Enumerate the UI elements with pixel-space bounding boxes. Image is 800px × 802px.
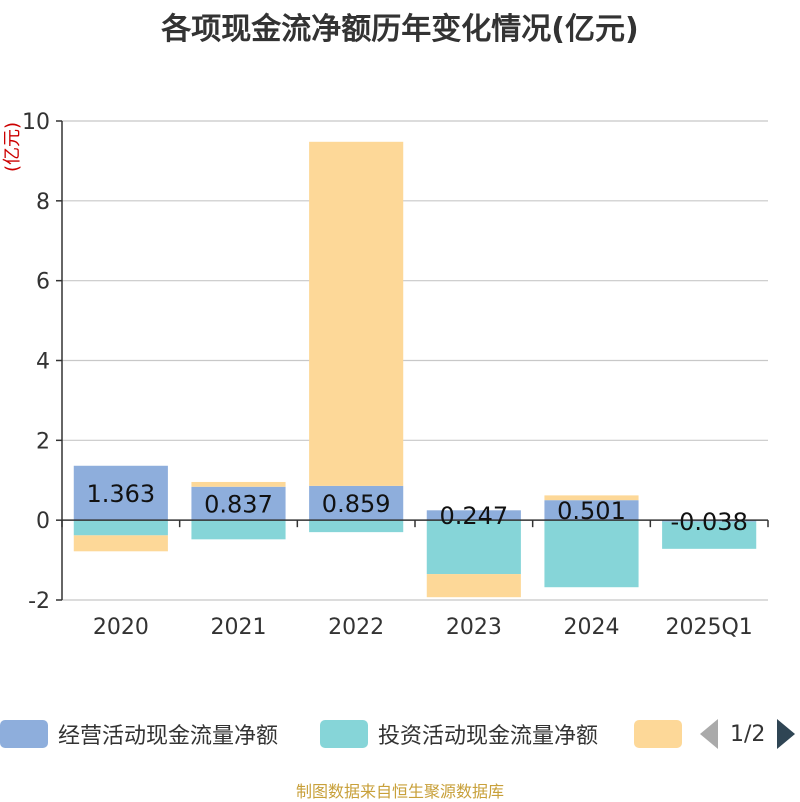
y-tick-label: 4 bbox=[36, 350, 50, 375]
data-label-2021: 0.837 bbox=[204, 490, 273, 518]
grid-layer bbox=[62, 120, 768, 601]
legend-page-indicator: 1/2 bbox=[730, 721, 766, 747]
bar-series0-2024 bbox=[544, 500, 639, 521]
y-tick-label: 8 bbox=[36, 190, 50, 215]
legend-pager: 1/2 bbox=[700, 716, 796, 752]
axis-layer: -2 0 2 4 6 8 10 2020 2021 2022 2023 2024 2025Q1 bbox=[22, 110, 769, 640]
bar-series1-2021 bbox=[191, 520, 286, 540]
x-tick-label-2022: 2022 bbox=[328, 615, 384, 640]
bar-series1-2024 bbox=[544, 520, 639, 588]
bar-series2-2023 bbox=[426, 574, 521, 598]
x-tick-label-2025Q1: 2025Q1 bbox=[666, 615, 753, 640]
legend-item-operating[interactable]: 经营活动现金流量净额 bbox=[0, 716, 278, 752]
data-labels-layer: 1.363 0.837 0.859 0.247 0.501 -0.038 bbox=[86, 480, 747, 536]
bar-series2-2024 bbox=[544, 495, 639, 501]
x-tick-label-2020: 2020 bbox=[93, 615, 149, 640]
x-tick-label-2023: 2023 bbox=[446, 615, 502, 640]
data-label-2022: 0.859 bbox=[322, 490, 391, 518]
legend-next-page-icon[interactable] bbox=[777, 719, 796, 749]
bars-layer bbox=[73, 141, 757, 598]
bar-series2-2020 bbox=[73, 535, 168, 552]
bar-series1-2022 bbox=[309, 520, 404, 533]
y-tick-label: 10 bbox=[22, 110, 50, 135]
bar-series0-2025Q1 bbox=[662, 520, 757, 522]
legend-prev-page-icon[interactable] bbox=[700, 719, 718, 749]
y-tick-label: 6 bbox=[36, 270, 50, 295]
legend-item-investing[interactable]: 投资活动现金流量净额 bbox=[320, 716, 598, 752]
legend: 经营活动现金流量净额 投资活动现金流量净额 1/2 bbox=[0, 716, 800, 756]
x-tick-label-2024: 2024 bbox=[564, 615, 620, 640]
data-source-note: 制图数据来自恒生聚源数据库 bbox=[295, 782, 504, 801]
x-tick-label-2021: 2021 bbox=[211, 615, 267, 640]
bar-series0-2023 bbox=[426, 510, 521, 521]
y-tick-label: 2 bbox=[36, 429, 50, 454]
data-label-2023: 0.247 bbox=[439, 502, 508, 530]
legend-item-financing[interactable] bbox=[634, 716, 682, 752]
legend-swatch-investing bbox=[320, 720, 368, 748]
data-label-2024: 0.501 bbox=[557, 497, 626, 525]
data-label-2025Q1: -0.038 bbox=[670, 508, 747, 536]
bar-series0-2020 bbox=[73, 465, 168, 521]
bar-series1-2023 bbox=[426, 520, 521, 575]
bar-series2-2021 bbox=[191, 481, 286, 487]
y-tick-label: 0 bbox=[36, 509, 50, 534]
y-tick-label: -2 bbox=[28, 589, 50, 614]
data-label-2020: 1.363 bbox=[86, 480, 155, 508]
bar-series1-2025Q1 bbox=[662, 521, 757, 549]
bar-series1-2020 bbox=[73, 520, 168, 536]
bar-series0-2021 bbox=[191, 486, 286, 521]
bar-series2-2022 bbox=[309, 141, 404, 486]
legend-label-operating: 经营活动现金流量净额 bbox=[58, 724, 279, 749]
legend-swatch-financing bbox=[634, 720, 682, 748]
legend-label-investing: 投资活动现金流量净额 bbox=[378, 724, 599, 749]
legend-swatch-operating bbox=[0, 720, 48, 748]
bar-series0-2022 bbox=[309, 485, 404, 521]
chart-title: 各项现金流净额历年变化情况(亿元) bbox=[161, 12, 639, 47]
